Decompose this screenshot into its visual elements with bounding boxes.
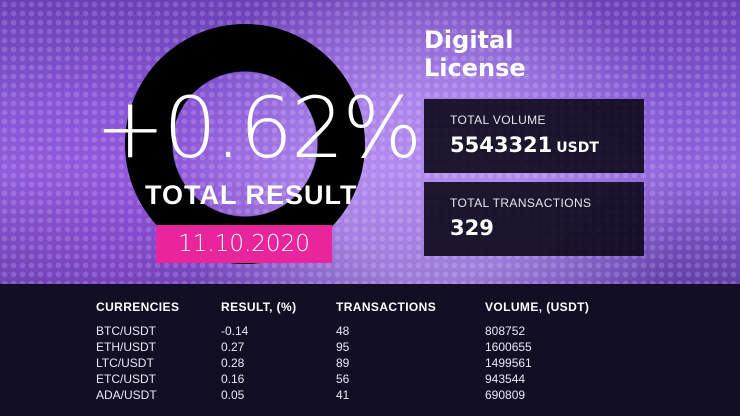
cell-currency: ETC/USDT bbox=[96, 372, 156, 386]
total-transactions-value-row: 329 bbox=[450, 216, 644, 240]
total-volume-value-row: 5543321 USDT bbox=[450, 133, 644, 157]
cell-result: 0.16 bbox=[221, 372, 245, 386]
header-result: RESULT, (%) bbox=[221, 300, 297, 314]
total-transactions-card: TOTAL TRANSACTIONS 329 bbox=[424, 182, 644, 256]
total-result-label: TOTAL RESULT bbox=[145, 180, 358, 210]
table-row: ETH/USDT 0.27 95 1600655 bbox=[0, 340, 740, 356]
page-title: Digital License bbox=[424, 26, 644, 82]
total-volume-label: TOTAL VOLUME bbox=[450, 113, 546, 127]
total-result-percent: +0.62% bbox=[95, 79, 422, 177]
header-transactions: TRANSACTIONS bbox=[336, 300, 437, 314]
cell-transactions: 41 bbox=[336, 388, 350, 402]
total-volume-value: 5543321 bbox=[450, 133, 553, 157]
cell-transactions: 48 bbox=[336, 324, 350, 338]
cell-transactions: 89 bbox=[336, 356, 350, 370]
total-transactions-label: TOTAL TRANSACTIONS bbox=[450, 196, 592, 210]
header-volume: VOLUME, (USDT) bbox=[485, 300, 590, 314]
cell-result: 0.28 bbox=[221, 356, 245, 370]
cell-volume: 1499561 bbox=[485, 356, 532, 370]
table-row: LTC/USDT 0.28 89 1499561 bbox=[0, 356, 740, 372]
total-volume-unit: USDT bbox=[556, 140, 599, 156]
cell-volume: 943544 bbox=[485, 372, 526, 386]
cell-currency: ETH/USDT bbox=[96, 340, 156, 354]
title-line-1: Digital bbox=[424, 26, 514, 54]
table-row: ETC/USDT 0.16 56 943544 bbox=[0, 372, 740, 388]
total-volume-card: TOTAL VOLUME 5543321 USDT bbox=[424, 99, 644, 173]
date-badge: 11.10.2020 bbox=[156, 225, 332, 263]
cell-volume: 1600655 bbox=[485, 340, 532, 354]
cell-result: -0.14 bbox=[221, 324, 249, 338]
cell-currency: BTC/USDT bbox=[96, 324, 156, 338]
black-ring-graphic bbox=[125, 24, 365, 264]
cell-volume: 690809 bbox=[485, 388, 526, 402]
cell-currency: ADA/USDT bbox=[96, 388, 157, 402]
title-line-2: License bbox=[424, 54, 526, 82]
results-panel: CURRENCIES RESULT, (%) TRANSACTIONS VOLU… bbox=[0, 284, 740, 416]
table-row: BTC/USDT -0.14 48 808752 bbox=[0, 324, 740, 340]
date-text: 11.10.2020 bbox=[178, 231, 310, 257]
table-row: ADA/USDT 0.05 41 690809 bbox=[0, 388, 740, 404]
cell-result: 0.05 bbox=[221, 388, 245, 402]
cell-result: 0.27 bbox=[221, 340, 245, 354]
cell-currency: LTC/USDT bbox=[96, 356, 154, 370]
total-transactions-value: 329 bbox=[450, 216, 494, 240]
cell-transactions: 95 bbox=[336, 340, 350, 354]
table-header: CURRENCIES RESULT, (%) TRANSACTIONS VOLU… bbox=[0, 300, 740, 316]
cell-volume: 808752 bbox=[485, 324, 526, 338]
header-currencies: CURRENCIES bbox=[96, 300, 180, 314]
cell-transactions: 56 bbox=[336, 372, 350, 386]
